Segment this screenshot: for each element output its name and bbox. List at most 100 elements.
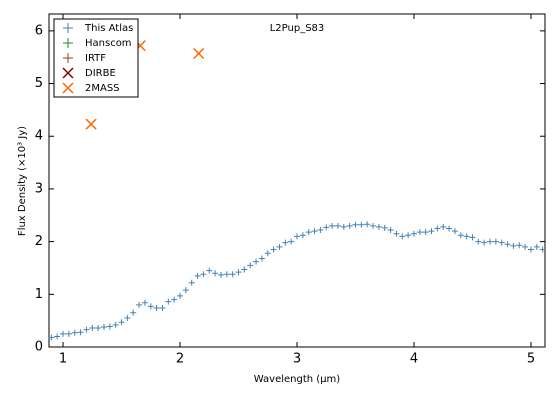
data-point — [200, 271, 207, 278]
data-point — [54, 333, 61, 340]
data-point — [235, 269, 242, 276]
data-point — [381, 224, 388, 231]
data-point — [492, 238, 499, 245]
data-point — [89, 325, 96, 332]
data-point — [416, 229, 423, 236]
data-point — [422, 229, 429, 236]
data-point — [463, 233, 470, 240]
legend-label: IRTF — [85, 53, 106, 64]
data-point — [100, 323, 107, 330]
data-point — [194, 272, 201, 279]
data-point — [264, 250, 271, 257]
data-point — [153, 305, 160, 312]
y-tick-label: 4 — [35, 129, 43, 144]
data-point — [370, 222, 377, 229]
data-point — [340, 223, 347, 230]
data-point — [106, 323, 113, 330]
data-point — [177, 292, 184, 299]
data-point — [387, 227, 394, 234]
data-point — [299, 232, 306, 239]
data-point — [188, 279, 195, 286]
data-point — [288, 238, 295, 245]
data-point — [182, 287, 189, 294]
data-point — [375, 223, 382, 230]
data-point — [193, 47, 205, 60]
data-point — [124, 315, 131, 322]
data-point — [223, 271, 230, 278]
x-tick-label: 4 — [410, 352, 418, 367]
data-point — [405, 232, 412, 239]
data-point — [217, 271, 224, 278]
data-point — [527, 246, 534, 253]
y-tick-label: 6 — [35, 23, 43, 38]
data-point — [282, 239, 289, 246]
y-tick-label: 2 — [35, 234, 43, 249]
data-point — [83, 326, 90, 333]
data-point — [510, 242, 517, 249]
data-point — [270, 246, 277, 253]
data-point — [147, 303, 154, 310]
x-tick-label: 5 — [527, 352, 535, 367]
data-point — [229, 271, 236, 278]
data-point — [118, 319, 125, 326]
data-point — [258, 255, 265, 262]
data-point — [212, 270, 219, 277]
y-tick-label: 5 — [35, 76, 43, 91]
data-point — [171, 296, 178, 303]
data-point — [533, 243, 540, 250]
x-tick-label: 3 — [293, 352, 301, 367]
data-point — [329, 222, 336, 229]
data-point — [247, 262, 254, 269]
data-point — [159, 305, 166, 312]
data-point — [305, 229, 312, 236]
y-tick-label: 1 — [35, 287, 43, 302]
data-point — [364, 221, 371, 228]
data-point — [141, 299, 148, 306]
x-tick-label: 2 — [176, 352, 184, 367]
data-point — [71, 329, 78, 336]
data-point — [498, 239, 505, 246]
data-point — [410, 230, 417, 237]
data-point — [399, 233, 406, 240]
data-point — [317, 227, 324, 234]
x-tick-label: 1 — [59, 352, 67, 367]
data-point — [136, 301, 143, 308]
data-point — [95, 325, 102, 332]
data-point — [65, 330, 72, 337]
data-point — [522, 243, 529, 250]
data-point — [475, 238, 482, 245]
y-tick-label: 0 — [35, 340, 43, 355]
data-point — [352, 221, 359, 228]
data-point — [451, 228, 458, 235]
data-point — [165, 298, 172, 305]
data-point — [48, 334, 55, 341]
legend-label: Hanscom — [85, 38, 132, 49]
data-point — [469, 234, 476, 241]
data-point — [487, 238, 494, 245]
y-tick-label: 3 — [35, 181, 43, 196]
legend-marker — [63, 23, 73, 33]
data-point — [323, 224, 330, 231]
data-point — [434, 225, 441, 232]
data-point — [539, 246, 546, 253]
data-point — [393, 230, 400, 237]
data-point — [440, 223, 447, 230]
data-point — [294, 233, 300, 240]
legend-marker — [63, 38, 73, 48]
data-point — [481, 239, 488, 246]
data-point — [60, 330, 67, 337]
data-point — [358, 221, 365, 228]
data-point — [446, 225, 453, 232]
legend-marker — [62, 82, 74, 94]
data-point — [77, 329, 84, 336]
data-point — [276, 243, 283, 250]
data-point — [85, 118, 97, 130]
data-point — [516, 242, 523, 249]
legend-label: DIRBE — [85, 68, 116, 79]
data-point — [334, 222, 341, 229]
legend-label: This Atlas — [84, 23, 133, 34]
legend-marker — [62, 67, 74, 79]
data-point — [130, 309, 137, 316]
